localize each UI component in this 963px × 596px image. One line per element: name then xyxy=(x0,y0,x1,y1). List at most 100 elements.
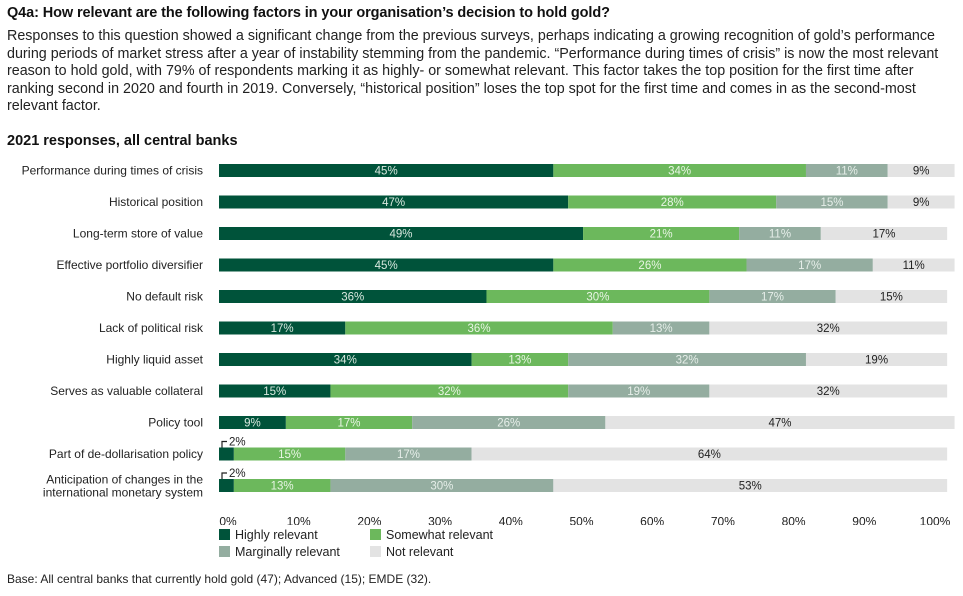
data-label: 13% xyxy=(271,481,294,493)
bar-segment-somewhat-relevant xyxy=(471,353,569,366)
x-tick-label: 0% xyxy=(219,515,237,526)
category-label: Effective portfolio diversifier xyxy=(56,258,203,272)
legend-item-not-relevant: Not relevant xyxy=(370,545,453,559)
bar-segment-highly-relevant xyxy=(219,353,472,366)
bar-segment-not-relevant xyxy=(553,479,948,492)
data-label: 32% xyxy=(676,355,699,367)
data-label: 19% xyxy=(627,386,650,398)
bar-segment-not-relevant xyxy=(805,353,948,366)
category-label: Highly liquid asset xyxy=(106,353,203,367)
data-label: 9% xyxy=(913,197,930,209)
category-label: Long-term store of value xyxy=(73,227,203,241)
data-label: 2% xyxy=(229,437,246,449)
data-label: 26% xyxy=(638,260,661,272)
category-label: Historical position xyxy=(109,195,203,209)
legend-label: Marginally relevant xyxy=(235,545,340,559)
data-label: 34% xyxy=(668,166,691,178)
bar-segment-somewhat-relevant xyxy=(330,384,569,398)
data-label: 9% xyxy=(913,166,930,178)
x-tick-label: 50% xyxy=(569,515,593,526)
bar-segment-not-relevant xyxy=(835,290,948,303)
data-label: 64% xyxy=(698,449,721,461)
data-label: 45% xyxy=(375,260,398,272)
x-tick-label: 40% xyxy=(499,515,523,526)
data-label: 36% xyxy=(468,323,491,335)
bar-segment-marginally-relevant xyxy=(709,290,836,303)
bar-segment-marginally-relevant xyxy=(776,195,888,209)
data-label: 47% xyxy=(768,418,791,430)
intro-paragraph: Responses to this question showed a sign… xyxy=(7,28,939,115)
bar-segment-highly-relevant xyxy=(219,479,234,492)
bar-segment-highly-relevant xyxy=(219,164,554,177)
bar-segment-somewhat-relevant xyxy=(285,416,413,429)
data-label: 17% xyxy=(761,292,784,304)
category-label: Serves as valuable collateral xyxy=(50,384,203,398)
category-label: Part of de-dollarisation policy xyxy=(49,447,203,461)
x-tick-label: 30% xyxy=(428,515,452,526)
legend-item-highly-relevant: Highly relevant xyxy=(219,528,318,542)
data-label: 21% xyxy=(650,229,673,241)
data-label: 30% xyxy=(586,292,609,304)
bar-segment-not-relevant xyxy=(887,164,955,177)
data-label: 36% xyxy=(341,292,364,304)
data-label: 15% xyxy=(263,386,286,398)
bar-segment-marginally-relevant xyxy=(739,227,821,240)
data-label: 13% xyxy=(508,355,531,367)
bar-segment-highly-relevant xyxy=(219,195,569,209)
data-label: 34% xyxy=(334,355,357,367)
data-label: 9% xyxy=(244,418,261,430)
data-label: 45% xyxy=(375,166,398,178)
bar-segment-marginally-relevant xyxy=(805,164,888,177)
data-label: 28% xyxy=(661,197,684,209)
data-label: 26% xyxy=(497,418,520,430)
category-label: Anticipation of changes in the xyxy=(46,473,203,487)
bar-segment-somewhat-relevant xyxy=(553,164,806,177)
bar-segment-highly-relevant xyxy=(219,384,331,398)
question-title: Q4a: How relevant are the following fact… xyxy=(7,5,610,21)
x-tick-label: 100% xyxy=(920,515,951,526)
bar-segment-highly-relevant xyxy=(219,290,487,303)
data-label: 13% xyxy=(650,323,673,335)
legend-swatch xyxy=(219,546,230,557)
bar-segment-marginally-relevant xyxy=(345,447,472,461)
bar-segment-marginally-relevant xyxy=(746,258,873,272)
legend-swatch xyxy=(370,529,381,540)
bar-segment-highly-relevant xyxy=(219,416,286,429)
bar-segment-somewhat-relevant xyxy=(553,258,747,272)
bar-segment-marginally-relevant xyxy=(330,479,554,492)
bar-segment-somewhat-relevant xyxy=(583,227,740,240)
data-label: 11% xyxy=(836,166,858,178)
chart-subtitle: 2021 responses, all central banks xyxy=(7,133,238,149)
x-tick-label: 90% xyxy=(852,515,876,526)
legend-swatch xyxy=(219,529,230,540)
bar-segment-marginally-relevant xyxy=(568,384,710,398)
legend-swatch xyxy=(370,546,381,557)
data-label: 19% xyxy=(865,355,888,367)
data-label: 11% xyxy=(903,260,925,272)
bar-segment-somewhat-relevant xyxy=(233,447,346,461)
data-label: 47% xyxy=(382,197,405,209)
data-label: 17% xyxy=(271,323,294,335)
bar-segment-somewhat-relevant xyxy=(568,195,777,209)
base-footnote: Base: All central banks that currently h… xyxy=(7,572,432,586)
x-tick-label: 20% xyxy=(357,515,381,526)
legend-label: Somewhat relevant xyxy=(386,528,494,542)
data-label: 17% xyxy=(338,418,361,430)
legend-item-somewhat-relevant: Somewhat relevant xyxy=(370,528,493,542)
data-label: 32% xyxy=(817,386,840,398)
data-label: 32% xyxy=(817,323,840,335)
category-label: Performance during times of crisis xyxy=(22,164,203,178)
data-label: 2% xyxy=(229,468,246,480)
data-label: 49% xyxy=(390,229,413,241)
bar-segment-not-relevant xyxy=(471,447,948,461)
x-tick-label: 80% xyxy=(782,515,806,526)
data-label: 17% xyxy=(798,260,821,272)
legend-label: Not relevant xyxy=(386,545,454,559)
category-label: No default risk xyxy=(126,290,204,304)
data-label: 53% xyxy=(739,481,762,493)
bar-segment-not-relevant xyxy=(709,321,948,335)
data-label: 17% xyxy=(872,229,895,241)
bar-segment-marginally-relevant xyxy=(568,353,806,366)
bar-segment-not-relevant xyxy=(709,384,948,398)
bar-segment-highly-relevant xyxy=(219,447,234,461)
